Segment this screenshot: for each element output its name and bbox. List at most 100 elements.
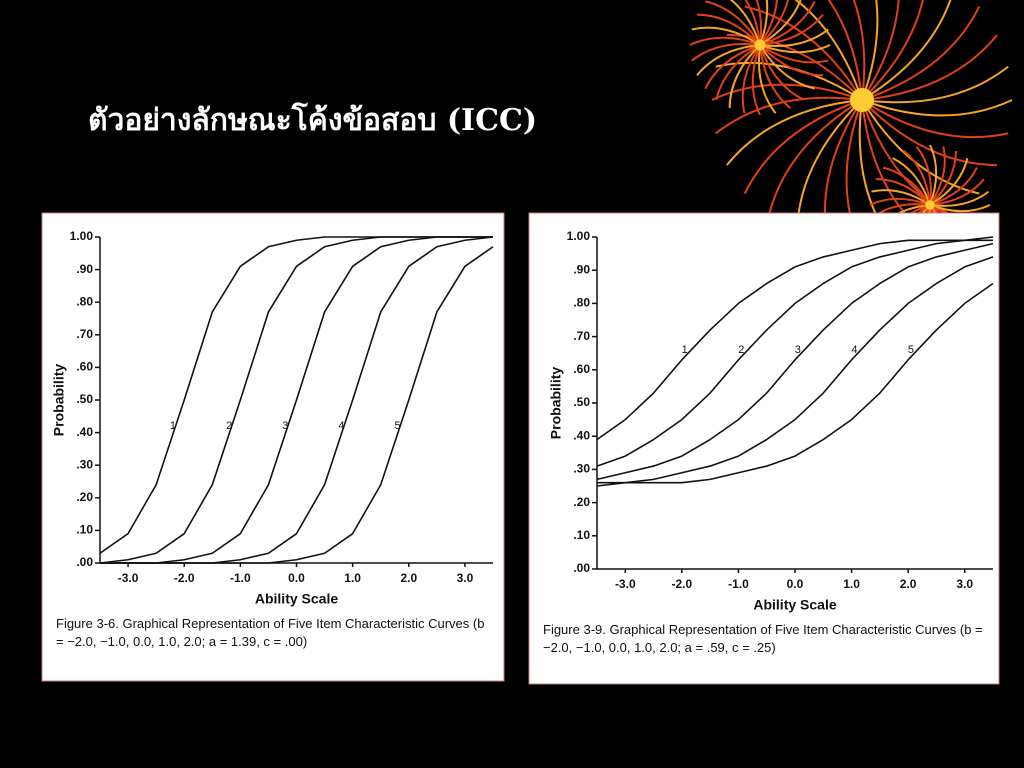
spark	[827, 0, 863, 101]
curve	[596, 242, 994, 481]
curve	[99, 236, 493, 564]
spark	[759, 44, 805, 101]
spark	[705, 0, 761, 46]
spark	[861, 0, 879, 101]
curve	[596, 282, 994, 487]
y-tick-label: .60	[573, 362, 590, 376]
curve-label: 1	[682, 344, 688, 356]
y-tick-label: .50	[573, 395, 590, 409]
spark	[715, 96, 863, 135]
spark	[929, 178, 985, 206]
decoration	[689, 0, 1013, 266]
y-tick-label: 1.00	[70, 229, 94, 243]
spark	[744, 5, 863, 101]
x-tick-label: -1.0	[728, 577, 749, 591]
x-axis-title: Ability Scale	[255, 591, 338, 607]
y-tick-label: .80	[573, 296, 590, 310]
spark	[869, 197, 931, 206]
spark	[759, 44, 824, 77]
x-tick-label: -3.0	[615, 577, 636, 591]
y-tick-label: .70	[573, 329, 590, 343]
curve-label: 5	[908, 344, 914, 356]
slide-title: ตัวอย่างลักษณะโค้งข้อสอบ (ICC)	[88, 101, 537, 138]
spark	[759, 0, 816, 46]
y-tick-label: .30	[573, 462, 590, 476]
spark	[755, 0, 763, 46]
curve-label: 4	[338, 420, 344, 432]
spark	[759, 0, 802, 46]
y-tick-label: .40	[76, 425, 93, 439]
y-tick-label: .00	[573, 561, 590, 575]
spark	[861, 0, 924, 101]
x-tick-label: 3.0	[457, 571, 474, 585]
y-tick-label: .80	[76, 294, 93, 308]
spark	[757, 44, 777, 114]
spark	[929, 204, 991, 213]
x-tick-label: 2.0	[400, 571, 417, 585]
spark	[728, 44, 761, 109]
spark	[741, 44, 761, 114]
curve-label: 1	[170, 420, 176, 432]
spark	[861, 0, 952, 101]
spark	[743, 99, 863, 194]
y-tick-label: .20	[76, 490, 93, 504]
spark	[689, 36, 761, 46]
spark	[704, 44, 761, 90]
spark	[875, 177, 931, 206]
spark	[759, 44, 829, 64]
x-tick-label: -1.0	[230, 571, 251, 585]
chart: .00 .10 .20 .30 .40 .50 .60 .70 .80 .90 1.00 -3.0 -2…	[528, 212, 1000, 685]
spark	[759, 0, 769, 46]
curve-label: 5	[394, 420, 400, 432]
spark-core	[850, 88, 874, 112]
x-tick-label: 0.0	[787, 577, 804, 591]
chart-panel	[528, 212, 1000, 685]
spark	[767, 99, 863, 218]
y-tick-label: .70	[76, 327, 93, 341]
spark	[871, 189, 931, 206]
y-tick-label: .00	[76, 555, 93, 569]
spark	[861, 99, 1013, 117]
y-tick-label: .90	[573, 262, 590, 276]
spark	[929, 157, 969, 206]
x-tick-label: 3.0	[956, 577, 973, 591]
caption-box: Figure 3-6. Graphical Representation of …	[56, 616, 484, 649]
spark	[759, 13, 824, 46]
spark	[861, 34, 998, 101]
spark	[861, 65, 1009, 104]
spark	[729, 0, 761, 46]
y-axis-title: Probability	[548, 367, 564, 440]
spark	[882, 166, 931, 206]
spark	[691, 26, 761, 46]
x-tick-label: -2.0	[672, 577, 693, 591]
y-tick-label: .50	[76, 392, 93, 406]
spark	[929, 144, 938, 206]
x-axis-title: Ability Scale	[753, 597, 836, 613]
x-tick-label: 0.0	[288, 571, 305, 585]
spark	[759, 44, 815, 90]
spark	[744, 0, 761, 46]
spark	[892, 157, 931, 206]
y-tick-label: .10	[76, 523, 93, 537]
spark	[915, 145, 932, 206]
curve	[100, 246, 494, 564]
spark	[691, 42, 761, 62]
curve-label: 3	[795, 344, 801, 356]
spark	[903, 150, 931, 206]
spark	[696, 44, 761, 77]
spark	[759, 0, 778, 46]
spark	[715, 44, 761, 100]
spark	[861, 6, 981, 101]
spark-core	[925, 200, 935, 210]
spark	[861, 99, 1009, 139]
spark	[759, 0, 789, 46]
curve-label: 4	[851, 344, 857, 356]
spark	[929, 167, 978, 206]
spark	[852, 0, 866, 101]
spark-core	[754, 39, 766, 51]
chart: .00 .10 .20 .30 .40 .50 .60 .70 .80 .90 1.00 -3.0 -2…	[41, 212, 505, 682]
y-tick-label: .60	[76, 360, 93, 374]
y-tick-label: 1.00	[567, 229, 591, 243]
caption-box: Figure 3-9. Graphical Representation of …	[543, 622, 983, 655]
